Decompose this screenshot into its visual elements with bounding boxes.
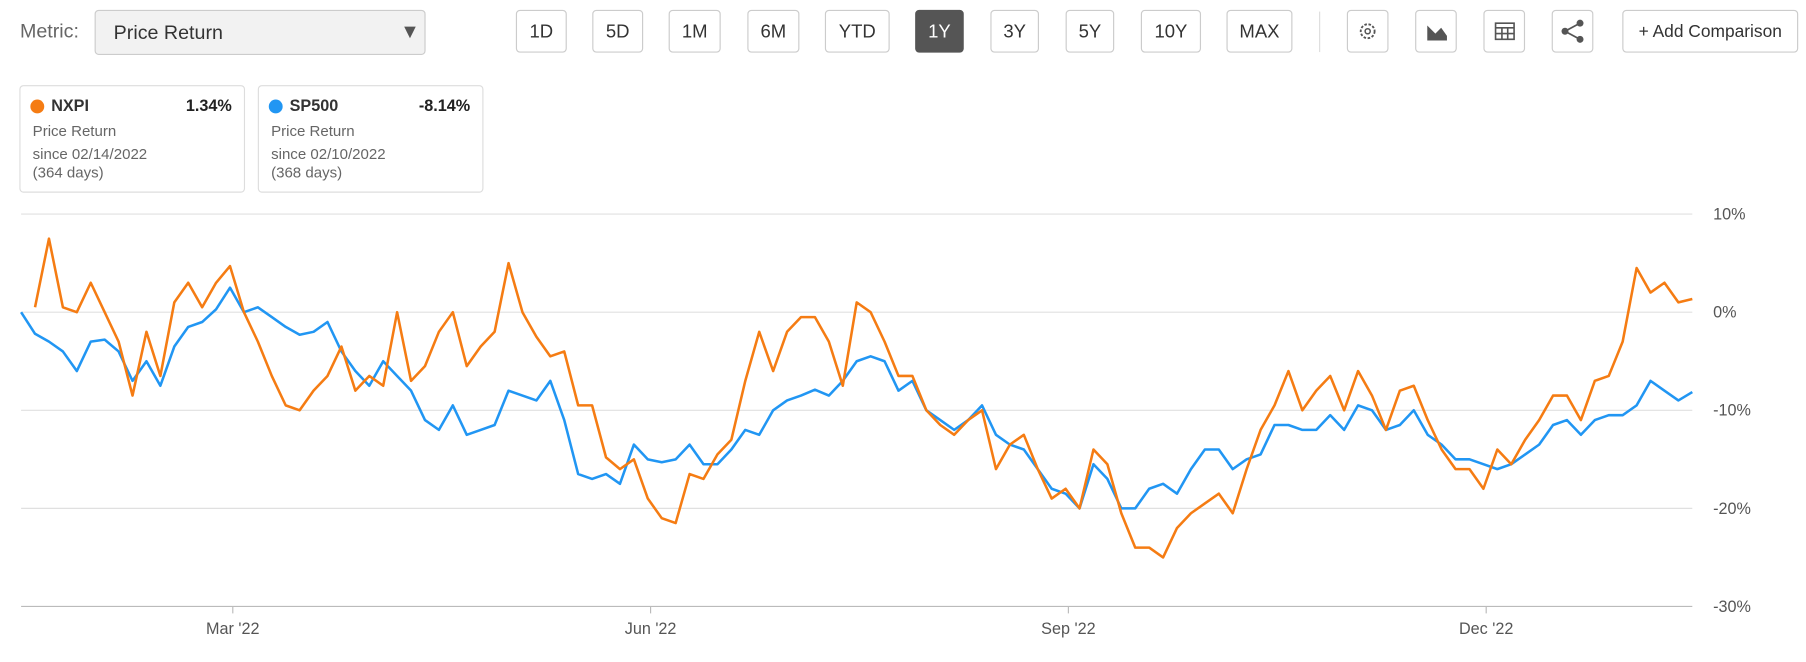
card-value: 1.34% — [186, 97, 232, 115]
card-box — [257, 85, 484, 193]
legend-cards: NXPI 1.34% Price Return since 02/14/2022 (36… — [19, 85, 484, 193]
gear-icon[interactable] — [1364, 27, 1371, 35]
range-button[interactable]: MAX — [1226, 9, 1293, 53]
range-button[interactable]: YTD — [824, 9, 890, 53]
add-comparison-button[interactable]: + Add Comparison — [1622, 9, 1799, 53]
range-button[interactable]: 10Y — [1140, 9, 1202, 53]
chart-type-button[interactable] — [1415, 9, 1457, 53]
button-label[interactable]: YTD — [839, 20, 876, 41]
card-label: Price Return — [33, 123, 117, 140]
legend-name: SP500 — [290, 97, 339, 115]
button-box[interactable] — [990, 9, 1039, 53]
y-tick-label: 10% — [1713, 206, 1745, 224]
table-icon[interactable] — [1494, 22, 1515, 41]
button-label[interactable]: 6M — [761, 20, 787, 41]
button-label[interactable]: + Add Comparison — [1639, 21, 1782, 41]
legend-card: SP500 -8.14% Price Return since 02/10/2022 (… — [257, 85, 484, 193]
area-icon[interactable] — [1427, 25, 1447, 41]
button-box[interactable] — [1415, 9, 1457, 53]
range-button[interactable]: 5Y — [1065, 9, 1115, 53]
button-label[interactable]: 1M — [682, 20, 708, 41]
y-tick-label: -30% — [1713, 598, 1751, 616]
share-icon[interactable] — [1576, 19, 1584, 27]
button-box[interactable] — [824, 9, 890, 53]
range-button[interactable]: 1Y — [915, 9, 964, 53]
card-box — [19, 85, 246, 193]
button-box[interactable] — [1140, 9, 1202, 53]
metric-label: Metric: — [20, 21, 79, 43]
chart: 10% 0% -10% -20% -30% Mar '22 Jun '22 Sep '22 De… — [20, 206, 1751, 638]
legend-name: NXPI — [51, 97, 89, 115]
range-button[interactable]: 6M — [747, 9, 800, 53]
card-value: -8.14% — [419, 97, 470, 115]
button-label[interactable]: 5D — [606, 20, 630, 41]
card-since: since 02/10/2022 — [271, 146, 386, 163]
card-days: (364 days) — [33, 165, 104, 182]
x-tick-label: Mar '22 — [206, 620, 259, 638]
range-button[interactable]: 5D — [592, 9, 644, 53]
series-line — [20, 286, 1693, 510]
dropdown-arrow[interactable] — [404, 26, 416, 39]
button-label[interactable]: 1D — [530, 20, 554, 41]
gear-icon[interactable] — [1359, 23, 1376, 40]
x-tick-label: Jun '22 — [625, 620, 677, 638]
card-label: Price Return — [271, 123, 355, 140]
button-box[interactable] — [1483, 9, 1526, 53]
dropdown-box[interactable] — [94, 9, 426, 55]
button-label[interactable]: MAX — [1239, 20, 1279, 41]
legend-card: NXPI 1.34% Price Return since 02/14/2022 (36… — [19, 85, 246, 193]
button-label[interactable]: 3Y — [1003, 20, 1026, 41]
button-box[interactable] — [1065, 9, 1115, 53]
button-box[interactable] — [747, 9, 800, 53]
series-line — [33, 237, 1693, 559]
button-label[interactable]: 1Y — [928, 20, 951, 41]
button-box[interactable] — [515, 9, 567, 53]
range-button[interactable]: 3Y — [990, 9, 1039, 53]
share-icon[interactable] — [1576, 35, 1584, 43]
dropdown-value[interactable]: Price Return — [114, 22, 223, 44]
range-buttons: 1D 5D 1M 6M YTD 1Y 3Y 5Y 10Y MAX — [515, 9, 1293, 53]
range-button[interactable]: 1D — [515, 9, 567, 53]
y-tick-label: -20% — [1713, 500, 1751, 518]
legend-swatch — [30, 99, 45, 114]
card-since: since 02/14/2022 — [33, 146, 148, 163]
button-label[interactable]: 5Y — [1079, 20, 1102, 41]
button-box[interactable] — [1346, 9, 1389, 53]
settings-button[interactable] — [1346, 9, 1389, 53]
card-days: (368 days) — [271, 165, 342, 182]
button-box[interactable] — [1551, 9, 1594, 53]
share-icon[interactable] — [1561, 27, 1569, 35]
y-tick-label: 0% — [1713, 304, 1736, 322]
button-box[interactable] — [1226, 9, 1293, 53]
legend-swatch — [268, 99, 283, 114]
range-button[interactable]: 1M — [668, 9, 721, 53]
button-box[interactable] — [915, 9, 964, 53]
button-box[interactable] — [1622, 9, 1799, 53]
button-box[interactable] — [668, 9, 721, 53]
metric-dropdown[interactable]: Price Return — [94, 9, 426, 55]
y-tick-label: -10% — [1713, 402, 1751, 420]
x-tick-label: Sep '22 — [1041, 620, 1095, 638]
button-label[interactable]: 10Y — [1154, 20, 1187, 41]
x-tick-label: Dec '22 — [1459, 620, 1513, 638]
button-box[interactable] — [592, 9, 644, 53]
table-button[interactable] — [1483, 9, 1526, 53]
share-button[interactable] — [1551, 9, 1594, 53]
